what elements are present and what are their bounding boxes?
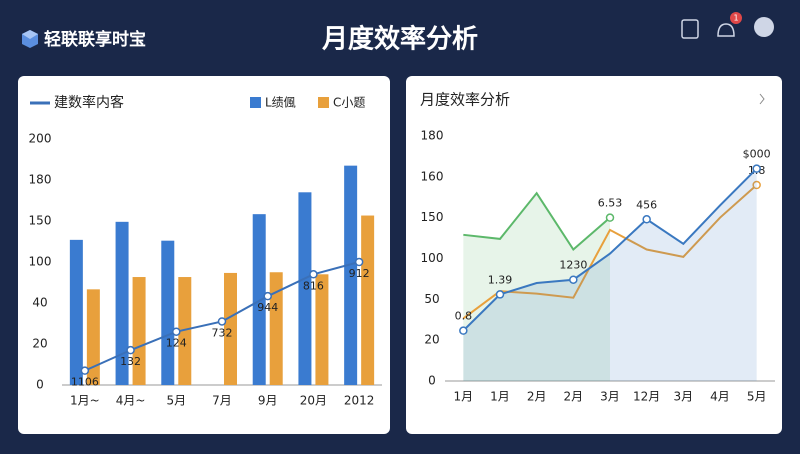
point bbox=[354, 257, 364, 267]
bar bbox=[252, 214, 266, 385]
point-label: 456 bbox=[636, 198, 657, 211]
point bbox=[309, 270, 318, 279]
x-tick-label: 12月 bbox=[633, 390, 660, 404]
bar bbox=[115, 221, 129, 385]
card-title: 月度效率分析 bbox=[420, 91, 510, 109]
x-tick-label: 1月 bbox=[454, 390, 474, 404]
x-tick-label: 2月 bbox=[527, 390, 547, 404]
y-tick-label: 150 bbox=[421, 210, 444, 224]
y-tick-label: 40 bbox=[32, 296, 47, 310]
point bbox=[605, 213, 615, 222]
x-tick-label: 20月 bbox=[300, 394, 327, 408]
y-tick-label: 180 bbox=[421, 129, 444, 143]
point-label: 944 bbox=[257, 301, 278, 314]
bar bbox=[69, 239, 83, 385]
brand: 轻联联享时宝 bbox=[44, 29, 146, 50]
bell-icon[interactable] bbox=[717, 23, 735, 37]
point bbox=[172, 327, 181, 336]
bar bbox=[315, 274, 329, 385]
point-label: 124 bbox=[166, 337, 187, 350]
x-tick-label: 4月 bbox=[710, 390, 730, 404]
legend-swatch bbox=[318, 97, 329, 108]
y-tick-label: 0 bbox=[428, 374, 436, 388]
bar bbox=[224, 272, 237, 385]
page-title: 月度效率分析 bbox=[321, 24, 478, 55]
x-tick-label: 3月 bbox=[674, 390, 694, 404]
point-label: 912 bbox=[349, 267, 370, 280]
x-tick-label: 1月 bbox=[490, 390, 510, 404]
legend-label: C小题 bbox=[333, 96, 365, 110]
point bbox=[752, 164, 761, 173]
point-label: 816 bbox=[303, 279, 324, 292]
point bbox=[642, 215, 651, 224]
legend-label: 建数率内客 bbox=[54, 94, 124, 111]
chevron[interactable] bbox=[759, 93, 765, 105]
bar bbox=[361, 215, 375, 385]
badge bbox=[730, 12, 742, 24]
y-tick-label: 100 bbox=[421, 251, 444, 265]
doc-icon[interactable] bbox=[681, 19, 699, 39]
x-tick-label: 9月 bbox=[258, 394, 278, 408]
badge-count: 1 bbox=[733, 14, 738, 23]
y-tick-label: 200 bbox=[29, 132, 52, 146]
point-label: 1.39 bbox=[488, 273, 513, 286]
logo bbox=[22, 30, 38, 48]
right-card bbox=[406, 76, 782, 434]
x-tick-label: 3月 bbox=[600, 390, 620, 404]
point bbox=[495, 290, 505, 299]
x-tick-label: 5月 bbox=[747, 390, 767, 404]
point bbox=[126, 345, 135, 355]
avatar[interactable] bbox=[754, 17, 774, 37]
point-label: 1106 bbox=[71, 376, 99, 389]
point bbox=[263, 291, 272, 301]
bar bbox=[298, 192, 312, 385]
bar bbox=[178, 277, 192, 385]
point-label: 132 bbox=[120, 355, 141, 368]
bar bbox=[269, 272, 283, 385]
y-tick-label: 100 bbox=[29, 255, 52, 269]
line bbox=[462, 167, 758, 332]
y-tick-label: 150 bbox=[29, 214, 52, 228]
legend-label: L绩偑 bbox=[265, 96, 296, 110]
point bbox=[217, 317, 227, 326]
point-label: 0.8 bbox=[455, 310, 473, 323]
x-tick-label: 5月 bbox=[166, 394, 186, 408]
y-tick-label: 160 bbox=[421, 169, 444, 183]
y-tick-label: 50 bbox=[424, 292, 439, 306]
area bbox=[463, 168, 757, 381]
y-tick-label: 0 bbox=[36, 378, 44, 392]
x-tick-label: 1月~ bbox=[70, 394, 100, 408]
bar bbox=[344, 165, 358, 385]
line bbox=[462, 184, 758, 320]
line bbox=[463, 191, 611, 252]
point bbox=[80, 366, 90, 375]
point-label: 6.53 bbox=[598, 197, 623, 210]
area bbox=[463, 193, 610, 381]
y-tick-label: 180 bbox=[29, 173, 52, 187]
x-tick-label: 2012 bbox=[344, 394, 375, 408]
x-tick-label: 7月 bbox=[212, 394, 232, 408]
point-label: 1230 bbox=[559, 259, 587, 272]
y-tick-label: 20 bbox=[424, 333, 439, 347]
point-label: $000 bbox=[743, 148, 771, 161]
point bbox=[569, 275, 578, 284]
legend-swatch bbox=[250, 97, 261, 108]
y-tick-label: 20 bbox=[32, 337, 47, 351]
x-tick-label: 2月 bbox=[564, 390, 584, 404]
bar bbox=[86, 289, 100, 385]
bar bbox=[161, 240, 175, 385]
point bbox=[752, 180, 761, 190]
bar bbox=[132, 277, 146, 385]
left-card bbox=[18, 76, 390, 434]
point bbox=[459, 326, 468, 335]
x-tick-label: 4月~ bbox=[116, 394, 146, 408]
point-label: 732 bbox=[212, 326, 233, 339]
